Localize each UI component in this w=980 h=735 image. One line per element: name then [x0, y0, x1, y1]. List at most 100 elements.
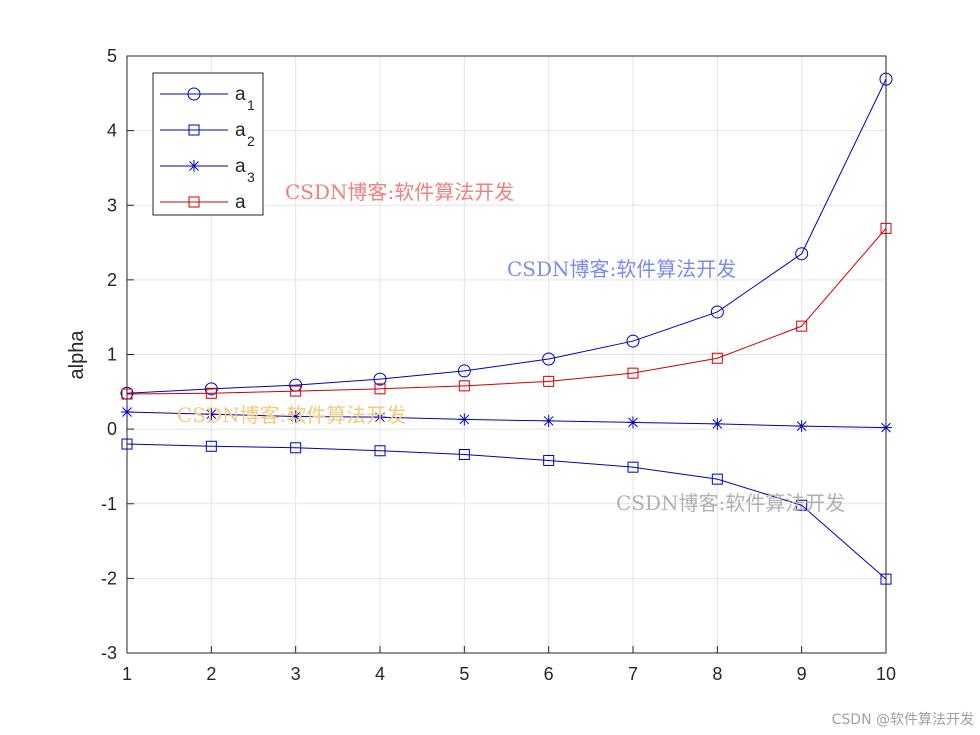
watermark-text: CSDN博客:软件算法开发 [177, 403, 406, 427]
x-tick-label: 7 [628, 664, 638, 684]
square-marker [121, 388, 133, 400]
series-line [126, 78, 887, 394]
y-tick-label: 1 [107, 345, 117, 365]
square-marker [458, 448, 470, 460]
series-1 [120, 72, 893, 400]
legend-subscript: 1 [247, 97, 255, 113]
y-tick-label: -3 [101, 643, 117, 663]
circle-marker [879, 72, 893, 86]
series-line [126, 228, 887, 395]
legend-label: a [235, 192, 246, 213]
star-stroke [881, 422, 891, 433]
y-tick-label: -2 [101, 568, 117, 588]
circle-marker [542, 352, 556, 366]
star-marker [374, 411, 386, 424]
square-marker [205, 387, 217, 399]
square-marker [543, 375, 555, 387]
x-tick-label: 2 [206, 664, 216, 684]
axis-ticks: 1 2 3 4 5 6 7 8 9 10 -3 -2 -1 0 1 2 3 4 5 [101, 46, 896, 684]
square-marker [627, 367, 639, 379]
footer-watermark: CSDN @软件算法开发 [831, 712, 974, 728]
x-tick-label: 9 [797, 664, 807, 684]
y-tick-label: 2 [107, 270, 117, 290]
square-marker [188, 196, 200, 208]
y-axis-label: alpha [66, 330, 88, 380]
star-stroke [206, 409, 217, 420]
square-marker [796, 499, 808, 511]
watermark-text: CSDN博客:软件算法开发 [507, 257, 736, 281]
y-tick-label: 5 [107, 46, 117, 66]
y-tick-label: 4 [107, 121, 117, 141]
legend-label: a [235, 84, 246, 105]
series-4 [121, 222, 892, 400]
star-marker [458, 413, 471, 426]
circle-marker [626, 334, 640, 348]
square-marker [188, 124, 200, 136]
square-marker [458, 380, 470, 392]
star-stroke [712, 419, 723, 429]
legend-subscript: 3 [247, 169, 255, 185]
square-marker [627, 461, 639, 473]
square-marker [711, 352, 723, 364]
legend-subscript: 2 [247, 133, 255, 149]
x-tick-label: 3 [291, 664, 301, 684]
star-stroke [375, 412, 385, 423]
x-tick-label: 6 [544, 664, 554, 684]
y-tick-label: 0 [107, 419, 117, 439]
square-marker [374, 445, 386, 457]
x-tick-label: 4 [375, 664, 385, 684]
series-line [126, 443, 887, 580]
series-3 [121, 405, 892, 434]
series-2 [121, 438, 892, 585]
square-marker [880, 222, 892, 234]
circle-marker [204, 382, 218, 396]
legend-box [152, 72, 264, 216]
star-stroke [628, 417, 638, 428]
square-marker [290, 385, 302, 397]
star-marker [121, 405, 133, 418]
star-marker [188, 160, 200, 172]
square-marker [880, 573, 892, 585]
legend-label: a [235, 156, 246, 177]
star-marker [627, 416, 639, 429]
legend: a 1a 2a 3a [152, 72, 264, 216]
star-marker [289, 410, 302, 423]
square-marker [543, 454, 555, 466]
star-stroke [189, 161, 199, 171]
x-tick-label: 5 [459, 664, 469, 684]
circle-marker [710, 305, 724, 319]
star-stroke [796, 421, 807, 431]
star-marker [880, 421, 892, 434]
star-stroke [543, 416, 554, 426]
star-marker [205, 408, 218, 421]
square-marker [290, 442, 302, 454]
star-stroke [122, 407, 132, 417]
square-marker [374, 383, 386, 395]
x-tick-label: 8 [712, 664, 722, 684]
y-tick-label: 3 [107, 195, 117, 215]
square-marker [711, 473, 723, 485]
star-stroke [290, 411, 301, 422]
y-tick-label: -1 [101, 494, 117, 514]
square-marker [121, 438, 133, 450]
square-marker [205, 440, 217, 452]
star-marker [542, 414, 555, 427]
watermarks: CSDN博客:软件算法开发 CSDN博客:软件算法开发 CSDN博客:软件算法开发 C… [177, 180, 845, 515]
watermark-text: CSDN博客:软件算法开发 [616, 491, 845, 515]
star-marker [795, 420, 808, 433]
circle-marker [373, 372, 387, 386]
legend-entry: a [160, 192, 246, 213]
star-marker [711, 417, 724, 430]
circle-marker [795, 247, 809, 261]
watermark-text: CSDN博客:软件算法开发 [285, 180, 514, 204]
series-group [120, 72, 893, 585]
square-marker [796, 320, 808, 332]
x-tick-label: 1 [122, 664, 132, 684]
legend-label: a [235, 120, 246, 141]
series-line [126, 411, 887, 429]
circle-marker [457, 364, 471, 378]
